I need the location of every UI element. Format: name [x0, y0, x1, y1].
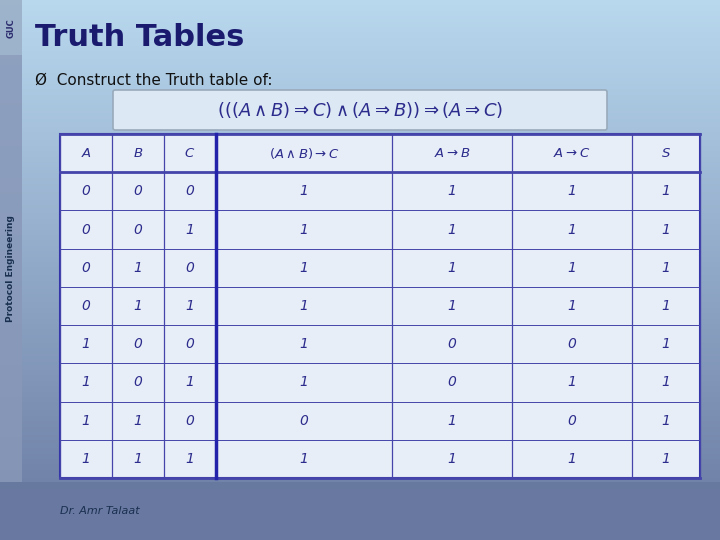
Text: 1: 1 [567, 299, 577, 313]
Text: $C$: $C$ [184, 147, 196, 160]
Text: 1: 1 [567, 375, 577, 389]
Text: 1: 1 [567, 452, 577, 466]
Text: 0: 0 [134, 337, 143, 351]
Text: $A \to B$: $A \to B$ [434, 147, 470, 160]
Text: 1: 1 [662, 184, 670, 198]
Text: 0: 0 [567, 337, 577, 351]
Text: 0: 0 [567, 414, 577, 428]
Text: 1: 1 [300, 452, 308, 466]
Text: 1: 1 [662, 337, 670, 351]
Text: 0: 0 [186, 414, 194, 428]
Text: Dr. Amr Talaat: Dr. Amr Talaat [60, 506, 140, 516]
Text: 1: 1 [81, 375, 91, 389]
Text: Truth Tables: Truth Tables [35, 24, 244, 52]
Text: 1: 1 [448, 222, 456, 237]
Text: 0: 0 [186, 184, 194, 198]
Text: 1: 1 [300, 337, 308, 351]
Text: 1: 1 [81, 337, 91, 351]
Text: 1: 1 [662, 299, 670, 313]
Text: 1: 1 [567, 184, 577, 198]
FancyBboxPatch shape [113, 90, 607, 130]
Text: 1: 1 [300, 299, 308, 313]
Text: $A$: $A$ [81, 147, 91, 160]
Text: 0: 0 [448, 375, 456, 389]
Text: 1: 1 [186, 375, 194, 389]
Text: 1: 1 [662, 452, 670, 466]
Text: 1: 1 [134, 452, 143, 466]
Text: 1: 1 [448, 261, 456, 275]
Text: 1: 1 [662, 261, 670, 275]
Text: 1: 1 [448, 299, 456, 313]
Text: 0: 0 [134, 184, 143, 198]
Text: $(((A \wedge B) \Rightarrow C) \wedge (A \Rightarrow B)) \Rightarrow (A \Rightar: $(((A \wedge B) \Rightarrow C) \wedge (A… [217, 100, 503, 120]
Text: $S$: $S$ [661, 147, 671, 160]
Text: 1: 1 [662, 414, 670, 428]
Text: 1: 1 [300, 375, 308, 389]
Text: 1: 1 [134, 299, 143, 313]
Text: GUC: GUC [6, 18, 16, 38]
Text: 0: 0 [81, 222, 91, 237]
Text: 1: 1 [662, 375, 670, 389]
Text: $B$: $B$ [133, 147, 143, 160]
Text: 0: 0 [300, 414, 308, 428]
Text: 1: 1 [567, 222, 577, 237]
Text: 0: 0 [186, 337, 194, 351]
Text: 1: 1 [134, 261, 143, 275]
Text: 1: 1 [448, 414, 456, 428]
Text: $A \to C$: $A \to C$ [554, 147, 590, 160]
Text: 1: 1 [567, 261, 577, 275]
Text: 0: 0 [81, 261, 91, 275]
Text: 0: 0 [448, 337, 456, 351]
Text: $(A \wedge B) \to C$: $(A \wedge B) \to C$ [269, 146, 339, 160]
Text: 1: 1 [134, 414, 143, 428]
Text: 1: 1 [300, 184, 308, 198]
Text: 1: 1 [186, 299, 194, 313]
Text: Protocol Engineering: Protocol Engineering [6, 215, 16, 322]
Text: 1: 1 [448, 184, 456, 198]
Text: 0: 0 [134, 222, 143, 237]
Text: 1: 1 [300, 261, 308, 275]
Text: 1: 1 [662, 222, 670, 237]
Text: 0: 0 [186, 261, 194, 275]
Text: 0: 0 [81, 299, 91, 313]
Text: 1: 1 [81, 452, 91, 466]
Text: Ø  Construct the Truth table of:: Ø Construct the Truth table of: [35, 72, 272, 87]
Text: 1: 1 [300, 222, 308, 237]
Text: 0: 0 [81, 184, 91, 198]
Text: 1: 1 [186, 452, 194, 466]
Text: 1: 1 [448, 452, 456, 466]
Text: 1: 1 [81, 414, 91, 428]
Text: 0: 0 [134, 375, 143, 389]
Text: 1: 1 [186, 222, 194, 237]
FancyBboxPatch shape [60, 134, 700, 478]
